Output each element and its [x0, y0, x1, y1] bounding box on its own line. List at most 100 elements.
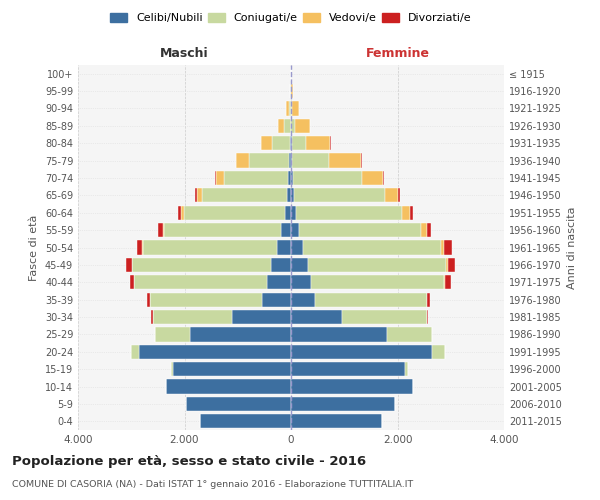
Bar: [271, 258, 291, 272]
Bar: [341, 310, 427, 324]
Bar: [190, 328, 291, 342]
Bar: [152, 310, 232, 324]
Bar: [163, 223, 164, 237]
Bar: [291, 397, 395, 411]
Bar: [291, 275, 311, 289]
Bar: [224, 171, 289, 185]
Bar: [158, 223, 163, 237]
Bar: [291, 362, 406, 376]
Bar: [217, 171, 224, 185]
Bar: [444, 240, 452, 254]
Y-axis label: Anni di nascita: Anni di nascita: [567, 206, 577, 289]
Bar: [427, 223, 431, 237]
Bar: [421, 223, 427, 237]
Text: Maschi: Maschi: [160, 47, 209, 60]
Bar: [130, 275, 134, 289]
Bar: [291, 292, 315, 307]
Bar: [292, 102, 299, 116]
Bar: [215, 171, 217, 185]
Bar: [272, 136, 290, 150]
Bar: [292, 154, 329, 168]
Bar: [139, 344, 291, 359]
Bar: [383, 171, 384, 185]
Bar: [250, 154, 289, 168]
Bar: [427, 310, 428, 324]
Bar: [291, 380, 413, 394]
Bar: [147, 292, 150, 307]
Bar: [262, 292, 291, 307]
Bar: [291, 102, 292, 116]
Bar: [284, 118, 290, 133]
Bar: [329, 154, 361, 168]
Bar: [150, 292, 262, 307]
Bar: [261, 136, 272, 150]
Text: Popolazione per età, sesso e stato civile - 2016: Popolazione per età, sesso e stato civil…: [12, 455, 366, 468]
Bar: [406, 362, 408, 376]
Bar: [387, 328, 432, 342]
Bar: [311, 275, 445, 289]
Bar: [307, 136, 331, 150]
Bar: [134, 275, 267, 289]
Bar: [308, 258, 446, 272]
Bar: [291, 118, 295, 133]
Bar: [277, 240, 291, 254]
Bar: [289, 171, 291, 185]
Bar: [291, 258, 308, 272]
Bar: [299, 223, 421, 237]
Bar: [232, 310, 291, 324]
Bar: [291, 206, 296, 220]
Bar: [173, 362, 291, 376]
Bar: [303, 240, 441, 254]
Bar: [142, 240, 143, 254]
Bar: [267, 275, 291, 289]
Legend: Celibi/Nubili, Coniugati/e, Vedovi/e, Divorziati/e: Celibi/Nubili, Coniugati/e, Vedovi/e, Di…: [106, 8, 476, 28]
Bar: [127, 258, 132, 272]
Bar: [291, 414, 382, 428]
Bar: [294, 188, 385, 202]
Bar: [186, 397, 291, 411]
Bar: [287, 188, 291, 202]
Bar: [197, 188, 202, 202]
Bar: [427, 292, 430, 307]
Bar: [291, 240, 303, 254]
Bar: [296, 206, 402, 220]
Bar: [291, 344, 432, 359]
Y-axis label: Fasce di età: Fasce di età: [29, 214, 39, 280]
Bar: [236, 154, 250, 168]
Bar: [291, 223, 299, 237]
Bar: [202, 188, 287, 202]
Bar: [278, 118, 284, 133]
Bar: [446, 258, 448, 272]
Bar: [402, 206, 410, 220]
Bar: [441, 240, 444, 254]
Bar: [445, 275, 451, 289]
Bar: [291, 171, 293, 185]
Bar: [362, 171, 383, 185]
Bar: [291, 328, 387, 342]
Bar: [200, 414, 291, 428]
Bar: [289, 102, 291, 116]
Bar: [281, 223, 291, 237]
Bar: [164, 223, 281, 237]
Bar: [289, 154, 291, 168]
Bar: [151, 310, 152, 324]
Bar: [285, 206, 291, 220]
Bar: [410, 206, 413, 220]
Bar: [143, 240, 277, 254]
Bar: [292, 136, 307, 150]
Bar: [385, 188, 398, 202]
Bar: [171, 362, 173, 376]
Bar: [133, 258, 271, 272]
Bar: [286, 102, 289, 116]
Bar: [291, 154, 292, 168]
Bar: [137, 240, 142, 254]
Bar: [293, 171, 362, 185]
Text: Femmine: Femmine: [365, 47, 430, 60]
Bar: [131, 344, 139, 359]
Text: COMUNE DI CASORIA (NA) - Dati ISTAT 1° gennaio 2016 - Elaborazione TUTTITALIA.IT: COMUNE DI CASORIA (NA) - Dati ISTAT 1° g…: [12, 480, 413, 489]
Bar: [166, 380, 291, 394]
Bar: [291, 84, 293, 98]
Bar: [178, 206, 181, 220]
Bar: [290, 136, 291, 150]
Bar: [315, 292, 427, 307]
